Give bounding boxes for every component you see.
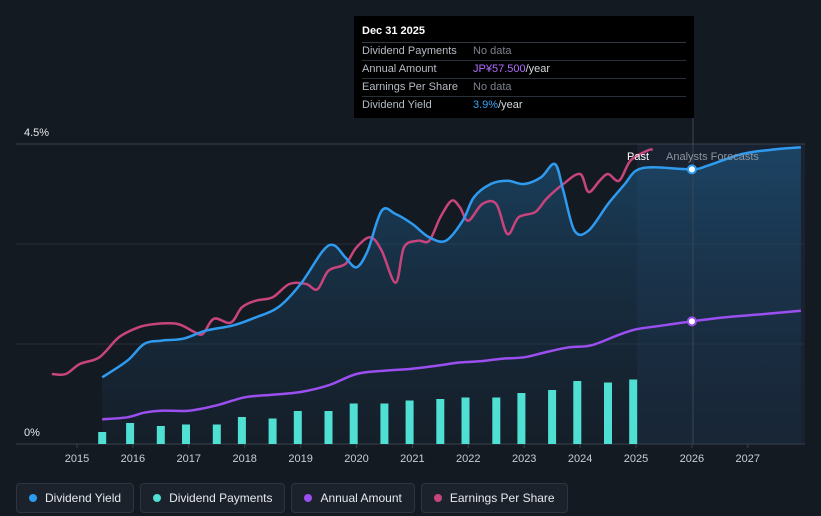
annual-amount-marker — [686, 316, 697, 327]
tooltip-row-earnings-per-share: Earnings Per Share No data — [362, 79, 686, 97]
x-tick-label: 2021 — [400, 453, 424, 465]
dividend-payment-bar — [573, 381, 582, 444]
tooltip-value: 3.9% — [473, 99, 499, 111]
x-tick-label: 2017 — [177, 453, 201, 465]
dividend-payment-bar — [604, 382, 612, 444]
dividend-payment-bar — [349, 403, 358, 444]
x-axis: 2015 2016 2017 2018 2019 2020 2021 2022 2023 2024… — [65, 444, 760, 465]
dividend-payment-bar — [212, 424, 221, 444]
dividend-yield-fill — [102, 147, 801, 445]
tooltip-title: Dec 31 2025 — [362, 22, 686, 43]
tooltip-value: JP¥57.500 — [473, 63, 526, 75]
dividend-payment-bar — [126, 423, 135, 444]
legend-dot-icon — [433, 494, 442, 502]
series-lines — [51, 146, 802, 421]
dividend-yield-line — [101, 146, 802, 379]
dividend-yield-area — [102, 147, 801, 445]
dividend-payment-bar — [98, 432, 107, 444]
tooltip-value: No data — [473, 45, 512, 57]
tooltip-label: Dividend Yield — [362, 99, 432, 111]
x-tick-label: 2026 — [680, 453, 704, 465]
highlight-markers — [686, 164, 697, 327]
x-tick-label: 2023 — [512, 453, 536, 465]
tooltip-label: Dividend Payments — [362, 45, 457, 57]
legend-earnings-per-share[interactable]: Earnings Per Share — [420, 483, 568, 513]
x-tick-label: 2020 — [344, 453, 368, 465]
dividend-chart: 4.5% 0% Past Analysts Forecasts 2015 2016… — [16, 92, 805, 465]
dividend-payment-bar — [436, 399, 445, 444]
y-axis-bottom-label: 0% — [24, 427, 40, 439]
legend-annual-amount[interactable]: Annual Amount — [291, 483, 415, 513]
tooltip-row-dividend-yield: Dividend Yield 3.9%/year — [362, 97, 686, 114]
dividend-payment-bar — [517, 393, 526, 444]
dividend-payment-bar — [293, 411, 302, 444]
tooltip: Dec 31 2025 Dividend Payments No data An… — [354, 16, 694, 118]
dividend-payments-bars — [98, 379, 638, 444]
tooltip-row-annual-amount: Annual Amount JP¥57.500/year — [362, 61, 686, 79]
tooltip-row-dividend-payments: Dividend Payments No data — [362, 43, 686, 61]
legend-dividend-yield[interactable]: Dividend Yield — [16, 483, 135, 513]
tooltip-label: Annual Amount — [362, 63, 437, 75]
x-tick-label: 2025 — [624, 453, 648, 465]
dividend-yield-marker — [686, 164, 697, 175]
dividend-payment-bar — [182, 424, 190, 444]
legend-dot-icon — [153, 494, 162, 502]
legend-label: Dividend Payments — [169, 491, 273, 505]
legend-label: Annual Amount — [320, 491, 402, 505]
x-tick-label: 2015 — [65, 453, 89, 465]
legend-label: Earnings Per Share — [449, 491, 555, 505]
legend: Dividend Yield Dividend Payments Annual … — [16, 483, 568, 513]
annual-amount-line — [102, 309, 802, 421]
x-tick-label: 2018 — [232, 453, 256, 465]
dividend-payment-bar — [268, 418, 277, 444]
dividend-payment-bar — [461, 397, 470, 444]
forecast-label: Analysts Forecasts — [666, 151, 759, 163]
dividend-payment-bar — [405, 400, 414, 444]
past-label: Past — [627, 151, 649, 163]
tooltip-unit: /year — [525, 63, 551, 75]
x-tick-label: 2016 — [121, 453, 145, 465]
dividend-payment-bar — [548, 390, 557, 444]
dividend-payment-bar — [237, 417, 246, 444]
legend-dividend-payments[interactable]: Dividend Payments — [140, 483, 286, 513]
dividend-payment-bar — [492, 397, 501, 444]
x-tick-label: 2022 — [456, 453, 480, 465]
tooltip-unit: /year — [498, 99, 523, 111]
dividend-payment-bar — [156, 426, 165, 444]
earnings-per-share-line — [51, 148, 654, 376]
tooltip-label: Earnings Per Share — [362, 81, 458, 93]
x-tick-label: 2024 — [568, 453, 592, 465]
x-tick-label: 2019 — [288, 453, 312, 465]
y-axis-top-label: 4.5% — [24, 127, 49, 139]
tooltip-value: No data — [473, 81, 512, 93]
dividend-payment-bar — [324, 411, 333, 444]
dividend-payment-bar — [380, 403, 389, 444]
legend-label: Dividend Yield — [45, 491, 122, 505]
legend-dot-icon — [29, 494, 37, 502]
dividend-payment-bar — [629, 379, 638, 444]
legend-dot-icon — [304, 494, 313, 502]
x-tick-label: 2027 — [736, 453, 760, 465]
